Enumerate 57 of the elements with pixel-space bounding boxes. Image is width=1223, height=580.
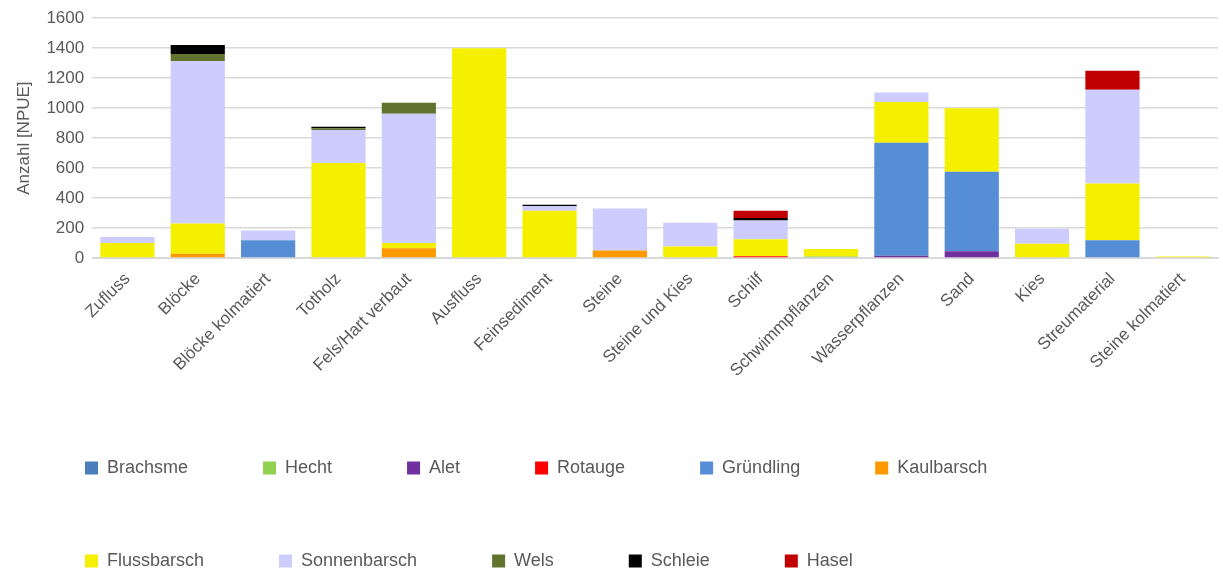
legend-label: Schleie — [650, 549, 710, 570]
bar — [663, 246, 718, 258]
legend-label: Hasel — [806, 549, 853, 570]
bar — [944, 108, 999, 172]
bar — [100, 242, 155, 258]
legend-label: Kaulbarsch — [897, 456, 988, 477]
bar — [944, 251, 999, 258]
bar — [381, 248, 436, 258]
bar — [733, 239, 788, 257]
bar — [803, 248, 859, 257]
bar — [874, 142, 929, 256]
y-tick-label: 1600 — [46, 7, 85, 27]
bar — [170, 53, 225, 62]
bar — [1085, 89, 1140, 184]
bar — [1085, 240, 1140, 258]
legend-label: Wels — [514, 549, 554, 570]
y-tick-label: 1400 — [46, 37, 85, 57]
legend-label: Gründling — [722, 456, 801, 477]
bar — [592, 208, 648, 251]
bar — [381, 113, 436, 243]
bar — [522, 210, 577, 258]
bar — [311, 130, 366, 163]
bar — [452, 48, 507, 258]
bar — [170, 44, 225, 54]
y-tick-label: 200 — [55, 217, 85, 237]
legend-label: Alet — [429, 456, 461, 477]
bar — [170, 61, 225, 224]
bar — [311, 163, 366, 258]
y-tick-label: 1000 — [46, 97, 85, 117]
y-tick-label: 1200 — [46, 67, 85, 87]
legend-label: Flussbarsch — [107, 549, 205, 570]
y-tick-label: 600 — [55, 157, 85, 177]
bar — [1085, 183, 1140, 241]
bar — [1015, 243, 1070, 258]
y-tick-label: 800 — [55, 127, 85, 147]
legend-label: Hecht — [285, 456, 333, 477]
bar — [1085, 70, 1140, 90]
legend-label: Sonnenbarsch — [301, 549, 418, 570]
y-tick-label: 400 — [55, 187, 85, 207]
bar — [944, 171, 999, 252]
bar — [733, 210, 788, 219]
bar — [874, 92, 929, 102]
y-axis-title: Anzahl [NPUE] — [13, 81, 33, 195]
legend-label: Brachsme — [107, 456, 189, 477]
bar — [733, 220, 788, 240]
y-tick-label: 0 — [74, 247, 85, 267]
legend-label: Rotauge — [557, 456, 626, 477]
bar — [381, 102, 436, 114]
bar — [241, 230, 296, 241]
bar — [1015, 228, 1070, 244]
bar — [874, 101, 929, 143]
bar — [100, 236, 155, 243]
bar — [241, 240, 296, 258]
bar — [663, 222, 718, 247]
bar — [381, 242, 436, 249]
bar — [522, 206, 577, 211]
bar — [170, 223, 225, 254]
